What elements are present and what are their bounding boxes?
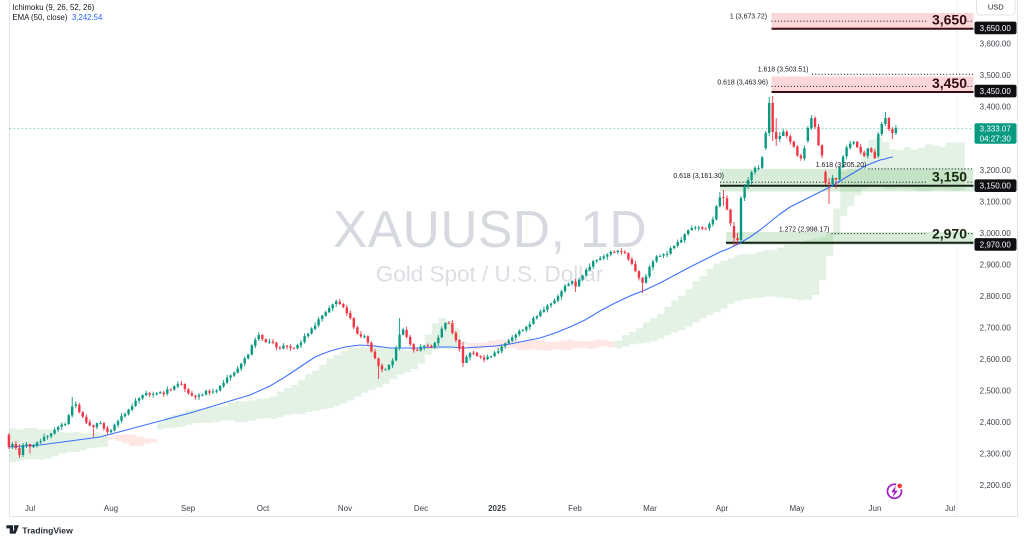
svg-text:Oct: Oct [257,504,270,513]
svg-text:1.618 (3,205.20): 1.618 (3,205.20) [816,162,867,169]
svg-text:Dec: Dec [414,504,428,513]
svg-text:3,650.00: 3,650.00 [980,24,1012,33]
svg-text:EMA (50, close): EMA (50, close) [12,13,67,22]
svg-text:0.618 (3,161.30): 0.618 (3,161.30) [673,173,724,180]
svg-text:2,200.00: 2,200.00 [980,481,1012,490]
svg-text:Jun: Jun [869,504,882,513]
svg-text:3,100.00: 3,100.00 [980,197,1012,206]
svg-text:3,200.00: 3,200.00 [980,166,1012,175]
svg-text:2,700.00: 2,700.00 [980,323,1012,332]
svg-text:Jul: Jul [945,504,955,513]
svg-text:1 (3,673.72): 1 (3,673.72) [730,14,767,21]
svg-text:3,242.54: 3,242.54 [72,13,103,22]
svg-text:Sep: Sep [181,504,196,513]
svg-text:3,650: 3,650 [932,12,967,28]
svg-text:Apr: Apr [716,504,729,513]
svg-text:2,400.00: 2,400.00 [980,418,1012,427]
svg-text:2,900.00: 2,900.00 [980,260,1012,269]
svg-text:2,970: 2,970 [932,226,967,242]
svg-text:Feb: Feb [568,504,582,513]
svg-text:2,300.00: 2,300.00 [980,450,1012,459]
svg-text:2,500.00: 2,500.00 [980,387,1012,396]
svg-text:3,150: 3,150 [932,168,967,184]
svg-text:USD: USD [988,3,1004,12]
svg-text:2,800.00: 2,800.00 [980,292,1012,301]
svg-text:Mar: Mar [643,504,657,513]
svg-text:3,000.00: 3,000.00 [980,229,1012,238]
svg-text:3,400.00: 3,400.00 [980,103,1012,112]
svg-text:04:27:30: 04:27:30 [980,134,1012,143]
svg-text:3,450.00: 3,450.00 [980,87,1012,96]
svg-text:3,500.00: 3,500.00 [980,71,1012,80]
svg-text:Gold Spot / U.S. Dollar: Gold Spot / U.S. Dollar [376,262,604,287]
svg-text:Ichimoku (9, 26, 52, 26): Ichimoku (9, 26, 52, 26) [12,3,94,12]
svg-text:2025: 2025 [488,504,506,513]
svg-text:3,333.07: 3,333.07 [980,125,1012,134]
svg-text:1.618 (3,503.51): 1.618 (3,503.51) [758,67,809,74]
svg-text:Aug: Aug [104,504,118,513]
svg-text:TradingView: TradingView [22,525,73,535]
svg-text:May: May [789,504,804,513]
svg-text:3,150.00: 3,150.00 [980,182,1012,191]
svg-text:3,450: 3,450 [932,75,967,91]
svg-text:XAUUSD, 1D: XAUUSD, 1D [333,200,647,258]
svg-text:Nov: Nov [338,504,352,513]
svg-text:3,600.00: 3,600.00 [980,40,1012,49]
svg-text:0.618 (3,463.96): 0.618 (3,463.96) [717,79,768,86]
svg-text:Jul: Jul [25,504,35,513]
svg-text:1.272 (2,998.17): 1.272 (2,998.17) [779,226,830,233]
svg-text:2,970.00: 2,970.00 [980,240,1012,249]
svg-text:2,600.00: 2,600.00 [980,355,1012,364]
